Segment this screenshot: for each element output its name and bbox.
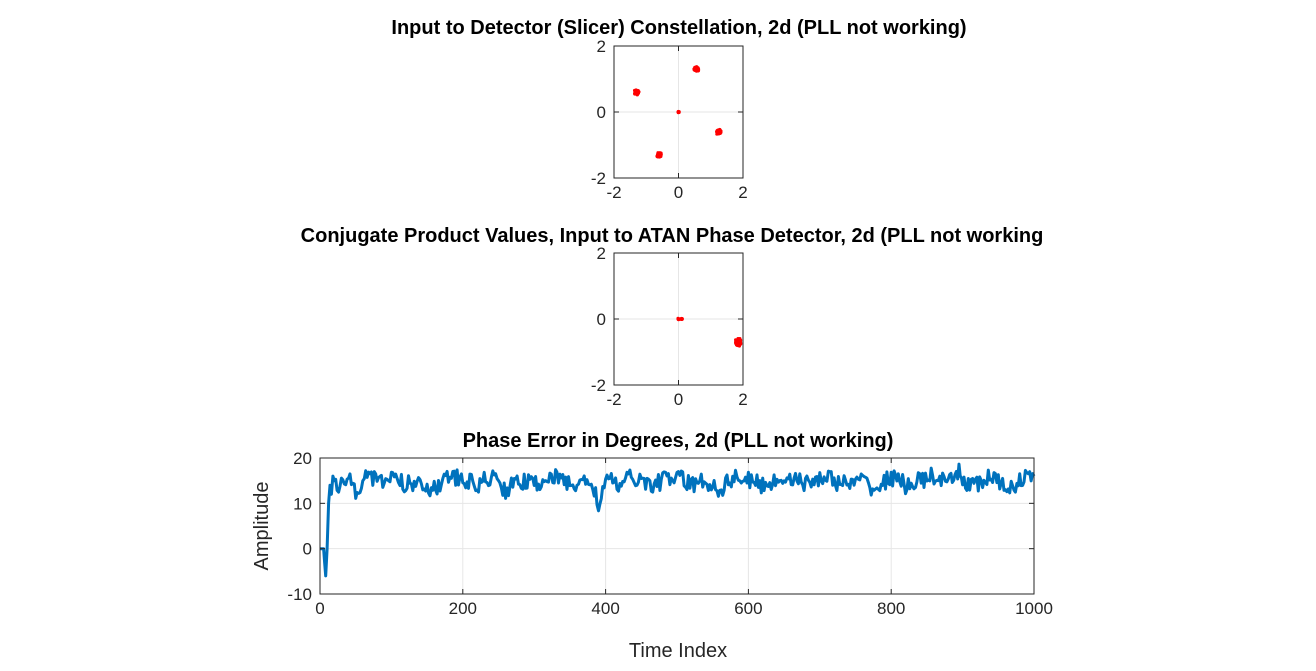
y-tick-label: 0 [597,103,606,122]
y-tick-label: 2 [597,244,606,263]
y-tick-label: -10 [287,585,312,604]
y-tick-label: 10 [293,494,312,513]
phase-error-title: Phase Error in Degrees, 2d (PLL not work… [463,430,894,452]
y-tick-label: 20 [293,449,312,468]
x-axis-label: Time Index [629,640,727,662]
x-tick-label: 2 [738,390,747,409]
y-axis-label: Amplitude [251,482,273,571]
conjugate-axes: Conjugate Product Values, Input to ATAN … [301,225,1044,409]
x-tick-label: 2 [738,183,747,202]
phase-error-axes: Phase Error in Degrees, 2d (PLL not work… [251,430,1053,662]
scatter-point [737,342,742,347]
x-tick-label: 0 [674,390,683,409]
conjugate-title: Conjugate Product Values, Input to ATAN … [301,225,1044,247]
x-tick-label: 1000 [1015,599,1053,618]
x-tick-label: -2 [606,390,621,409]
constellation-axes: Input to Detector (Slicer) Constellation… [391,17,966,202]
scatter-point [736,339,741,343]
x-tick-label: -2 [606,183,621,202]
scatter-point [634,92,638,96]
x-tick-label: 0 [674,183,683,202]
x-tick-label: 800 [877,599,905,618]
scatter-point [656,153,660,157]
scatter-point [676,317,681,321]
scatter-point [633,89,637,93]
x-tick-label: 200 [449,599,477,618]
phase-error-line [319,462,1036,578]
scatter-point [717,130,721,135]
y-tick-label: 0 [597,310,606,329]
scatter-point [694,68,698,72]
x-tick-label: 400 [591,599,619,618]
y-tick-label: 2 [597,37,606,56]
phase-error-frame [319,457,1035,595]
scatter-point [680,317,684,322]
y-tick-label: -2 [591,169,606,188]
constellation-title: Input to Detector (Slicer) Constellation… [391,17,966,39]
scatter-point [676,109,680,114]
y-tick-label: -2 [591,376,606,395]
y-tick-label: 0 [303,540,312,559]
x-tick-label: 600 [734,599,762,618]
x-tick-label: 0 [315,599,324,618]
